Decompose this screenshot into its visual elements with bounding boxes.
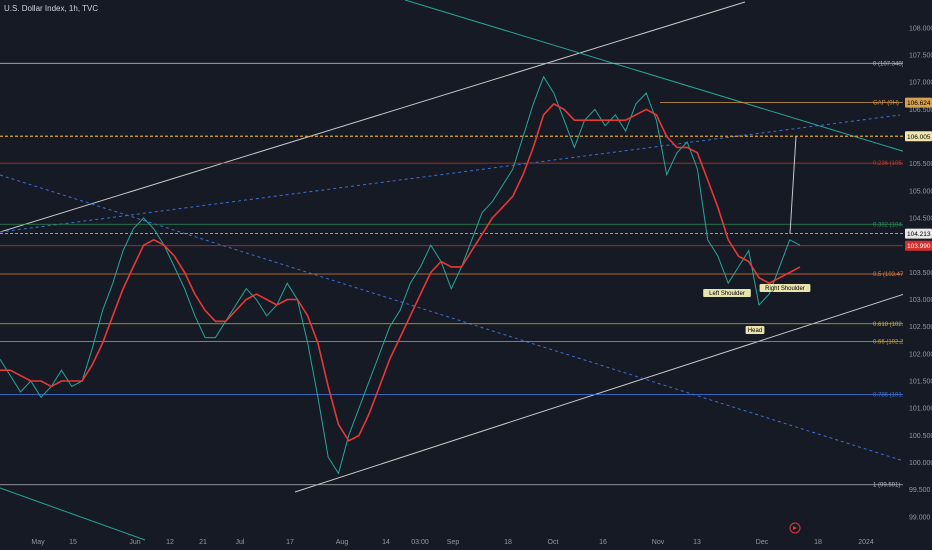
price-line [0,75,801,475]
annotation-box-2 [759,284,811,292]
time-tick-8: 14 [382,539,390,546]
time-tick-1: 15 [69,539,77,546]
time-axis[interactable]: May 15 Jun 12 21 Jul 17 Aug 14 03:00 Sep 18 Oct 16 Nov… [31,539,874,546]
price-tick-1: 107.500 [909,53,932,60]
fib-levels: 0 (107.348) GAP (9H) 0.236 (105.510) 0.382 … [0,61,915,489]
price-tick-18: 99.000 [909,514,931,521]
level-label-3: 0.236 (105.510) [873,161,915,167]
price-axis[interactable] [903,0,932,550]
time-tick-14: Nov [652,539,665,546]
time-tick-9: 03:00 [411,539,429,546]
level-label-1: GAP (9H) [873,101,899,107]
level-label-4: 0.382 (104.385) [873,222,915,228]
price-tick-11: 102.500 [909,324,932,331]
price-tick-3: 106.500 [909,107,932,114]
price-series [0,75,801,475]
time-tick-15: 13 [693,539,701,546]
replay-icon[interactable] [789,522,801,534]
moving-average-line [0,102,801,442]
time-tick-12: Oct [548,539,559,546]
lower-channel-line [294,284,932,493]
time-tick-11: 18 [504,539,512,546]
price-tick-7: 104.500 [909,216,932,223]
blue-dashed-trendline [0,114,901,233]
time-tick-2: Jun [129,539,140,546]
time-tick-4: 21 [199,539,207,546]
annotation-label-1: Head [748,328,762,334]
annotation-box-0 [703,289,751,297]
time-tick-5: Jul [236,539,245,546]
time-tick-3: 12 [166,539,174,546]
price-badge-3: 103.990 [907,243,931,250]
price-badge-bg-1 [905,131,932,142]
chart-title: U.S. Dollar Index, 1h, TVC [4,4,99,13]
replay-icon-ring [789,522,801,534]
time-tick-17: 18 [814,539,822,546]
time-tick-10: Sep [447,539,460,546]
time-tick-0: May [31,539,45,546]
teal-trendline-upper [404,0,932,161]
price-tick-15: 100.500 [909,433,932,440]
price-badge-bg-0 [905,97,932,108]
replay-icon-arrow [793,526,797,530]
price-tick-5: 105.500 [909,161,932,168]
price-tick-9: 103.500 [909,270,932,277]
upper-channel-line [0,1,746,233]
price-tick-12: 102.000 [909,351,932,358]
level-label-0: 0 (107.348) [873,61,904,67]
price-tick-0: 108.000 [909,25,932,32]
price-badge-0: 106.624 [907,100,931,107]
level-label-11: 1 (99.591) [873,483,900,489]
price-tick-2: 107.000 [909,80,932,87]
price-tick-16: 100.000 [909,460,932,467]
price-tick-13: 101.500 [909,379,932,386]
blue-dashed-trendline-lower [0,174,932,471]
level-label-8: 0.618 (102.554) [873,322,915,328]
price-badges: 106.624 106.005 104.213 103.990 [905,97,932,251]
teal-trendline-lower [0,487,146,541]
price-badge-bg-2 [905,228,932,239]
time-tick-6: 17 [286,539,294,546]
level-label-7: 0.5 (103.470) [873,272,909,278]
price-tick-10: 103.000 [909,297,932,304]
annotation-label-2: Right Shoulder [765,286,805,292]
time-tick-13: 16 [599,539,607,546]
time-tick-18: 2024 [858,539,874,546]
price-badge-1: 106.005 [907,134,931,141]
price-tick-17: 99.500 [909,487,931,494]
annotation-box-1 [745,326,765,334]
level-label-10: 0.786 (101.251) [873,393,915,399]
price-badge-2: 104.213 [907,231,931,238]
time-tick-16: Dec [756,539,769,546]
level-label-9: 0.66 (102.228) [873,339,912,345]
price-tick-14: 101.000 [909,406,932,413]
price-badge-bg-3 [905,240,932,251]
annotation-label-0: Left Shoulder [709,291,745,297]
projection-line [789,136,797,234]
pattern-annotations: Left Shoulder Head Right Shoulder [703,284,811,334]
price-tick-6: 105.000 [909,188,932,195]
time-tick-7: Aug [336,539,349,546]
